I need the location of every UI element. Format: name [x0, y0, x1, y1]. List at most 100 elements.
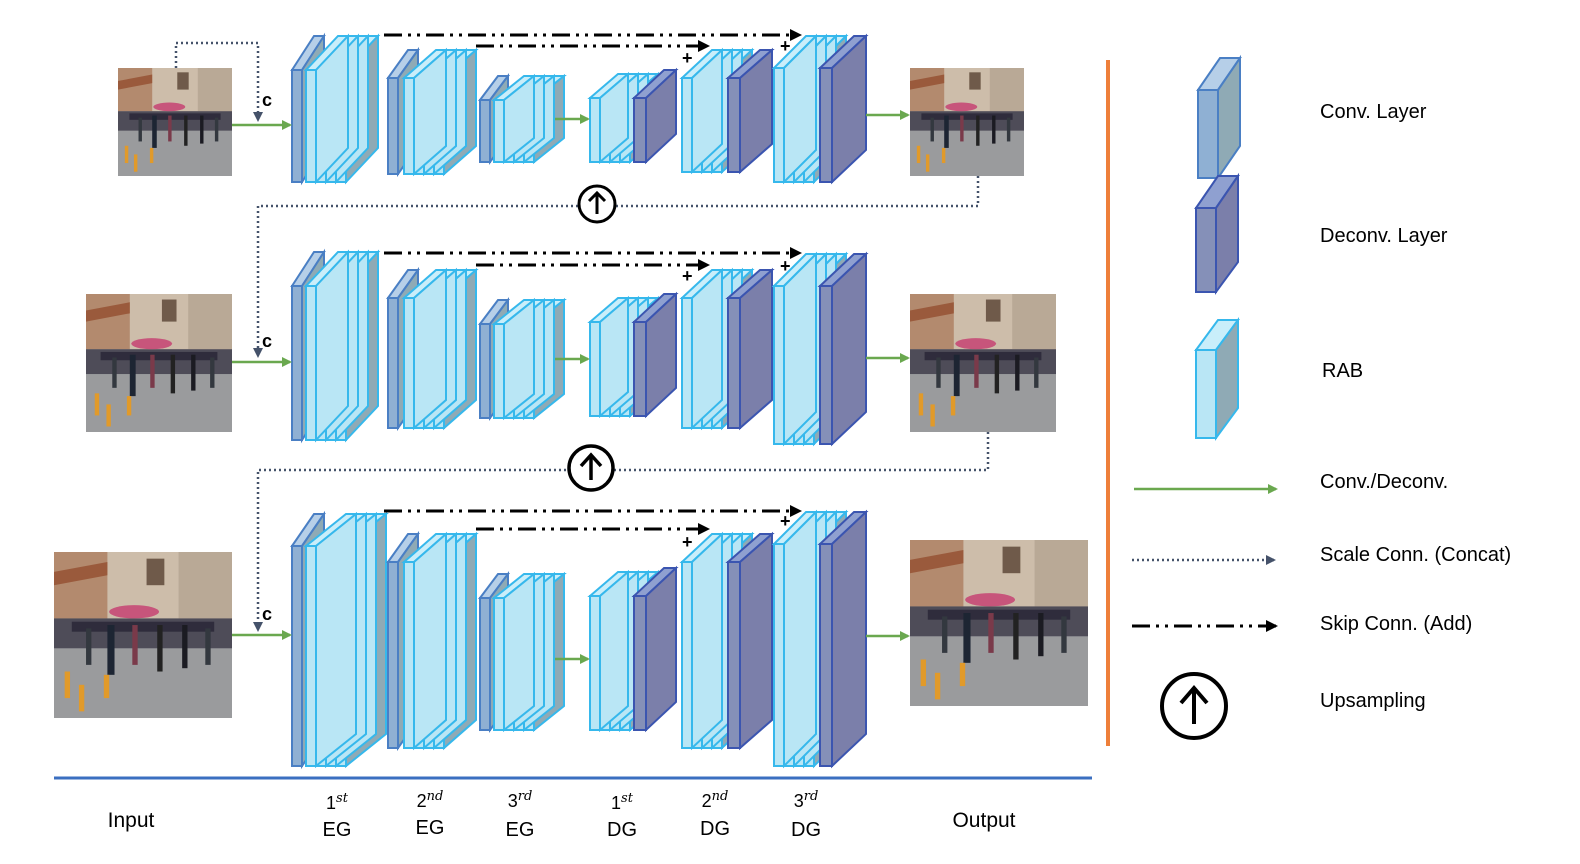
legend-conv-deconv-label: Conv./Deconv. — [1320, 471, 1448, 493]
rab-block — [401, 47, 449, 177]
svg-text:1st: 1st — [326, 791, 349, 813]
stage-name: DG — [791, 819, 821, 841]
conv-arrows — [232, 110, 910, 664]
deconv-layer-front — [633, 595, 647, 731]
svg-text:3rd: 3rd — [794, 789, 819, 811]
concat-label-row1: c — [262, 90, 272, 110]
deconv-layer-side — [739, 267, 773, 431]
rab-block-front — [681, 77, 693, 173]
conv-layer-front — [387, 77, 399, 175]
deconv-layer-front — [727, 77, 741, 173]
deconv-layer — [725, 47, 775, 175]
conv-layer-front — [387, 297, 399, 429]
rab-block-front — [589, 97, 601, 163]
stage-ordinal-suffix: nd — [427, 789, 444, 804]
output-label: Output — [952, 809, 1015, 832]
svg-text:2nd: 2nd — [417, 789, 444, 811]
legend-scale-conn-label: Scale Conn. (Concat) — [1320, 544, 1511, 566]
conv-layer-front — [479, 99, 491, 163]
stage-ordinal: 1 — [611, 793, 621, 813]
output-image-row3 — [910, 540, 1088, 706]
rab-block — [303, 511, 359, 769]
stage-name: EG — [323, 819, 352, 841]
rab-block-side — [783, 509, 817, 769]
deconv-layer-front — [727, 297, 741, 429]
network-row-2 — [290, 248, 869, 447]
legend-skip-conn-label: Skip Conn. (Add) — [1320, 613, 1472, 635]
stage-ordinal: 2 — [417, 791, 427, 811]
rab-block — [303, 249, 351, 443]
rab-block-front — [403, 297, 415, 429]
add-label: + — [682, 48, 693, 68]
rab-block — [587, 569, 631, 733]
rab-block — [771, 509, 819, 769]
rab-block — [401, 267, 449, 431]
add-label: + — [682, 266, 693, 286]
input-image-row1 — [118, 68, 232, 176]
legend-upsampling-icon — [1160, 672, 1228, 740]
deconv-layer-front — [727, 561, 741, 749]
add-label: + — [780, 256, 791, 276]
deconv-layer — [631, 291, 679, 419]
rab-block-side — [599, 569, 629, 733]
deconv-layer — [725, 267, 775, 431]
rab-block-side — [315, 249, 349, 443]
upsampling-symbol-2 — [567, 444, 615, 492]
conv-layer-front — [387, 561, 399, 749]
stage-ordinal: 1 — [326, 793, 336, 813]
conv-layer-front — [479, 597, 491, 731]
rab-block-side — [315, 511, 357, 769]
rab-block — [491, 73, 537, 165]
deconv-layer-side — [831, 251, 867, 447]
deconv-layer — [631, 67, 679, 165]
rab-block-front — [403, 77, 415, 175]
stage-name: DG — [607, 819, 637, 841]
rab-block-side — [691, 267, 723, 431]
rab-block — [401, 531, 449, 751]
legend-upsampling-label: Upsampling — [1320, 690, 1426, 712]
rab-block — [679, 267, 725, 431]
rab-block-side — [691, 531, 723, 751]
conv-layer-front — [291, 285, 303, 441]
rab-block-front — [773, 285, 785, 445]
svg-text:1st: 1st — [611, 791, 634, 813]
rab-block — [771, 33, 819, 185]
scale-connections — [174, 41, 990, 632]
concat-label-row3: c — [262, 604, 272, 624]
deconv-layer-side — [739, 531, 773, 751]
deconv-layer — [725, 531, 775, 751]
rab-block-front — [493, 597, 505, 731]
stage-label-dg1: 1st DG — [607, 791, 637, 841]
stage-name: EG — [416, 817, 445, 839]
deconv-layer — [817, 509, 869, 769]
deconv-layer-side — [645, 565, 677, 733]
output-image-row2 — [910, 294, 1056, 432]
network-row-3 — [290, 509, 869, 770]
legend-rab-label: RAB — [1322, 360, 1363, 382]
rab-block-front — [493, 323, 505, 419]
stage-label-eg3: 3rd EG — [506, 789, 535, 841]
rab-block-front — [305, 545, 317, 767]
conv-layer-front — [291, 545, 303, 767]
rab-block-side — [413, 531, 447, 751]
rab-block-front — [681, 297, 693, 429]
rab-block — [771, 251, 819, 447]
deconv-layer-front — [819, 67, 833, 183]
rab-block — [587, 71, 631, 165]
conv-layer-front — [291, 69, 303, 183]
rab-block — [491, 571, 537, 733]
network-row-1 — [290, 32, 869, 186]
conv-layer-front — [479, 323, 491, 419]
rab-block — [303, 33, 351, 185]
input-label: Input — [108, 809, 155, 832]
add-labels: + + + + + + — [682, 36, 791, 552]
skip-connections — [384, 29, 802, 535]
network-blocks — [290, 32, 869, 770]
add-label: + — [682, 532, 693, 552]
rab-block-front — [305, 285, 317, 441]
rab-block-front — [589, 595, 601, 731]
rab-block — [679, 531, 725, 751]
stage-ordinal: 3 — [794, 791, 804, 811]
deconv-layer-front — [819, 285, 833, 445]
deconv-layer-side — [831, 509, 867, 769]
